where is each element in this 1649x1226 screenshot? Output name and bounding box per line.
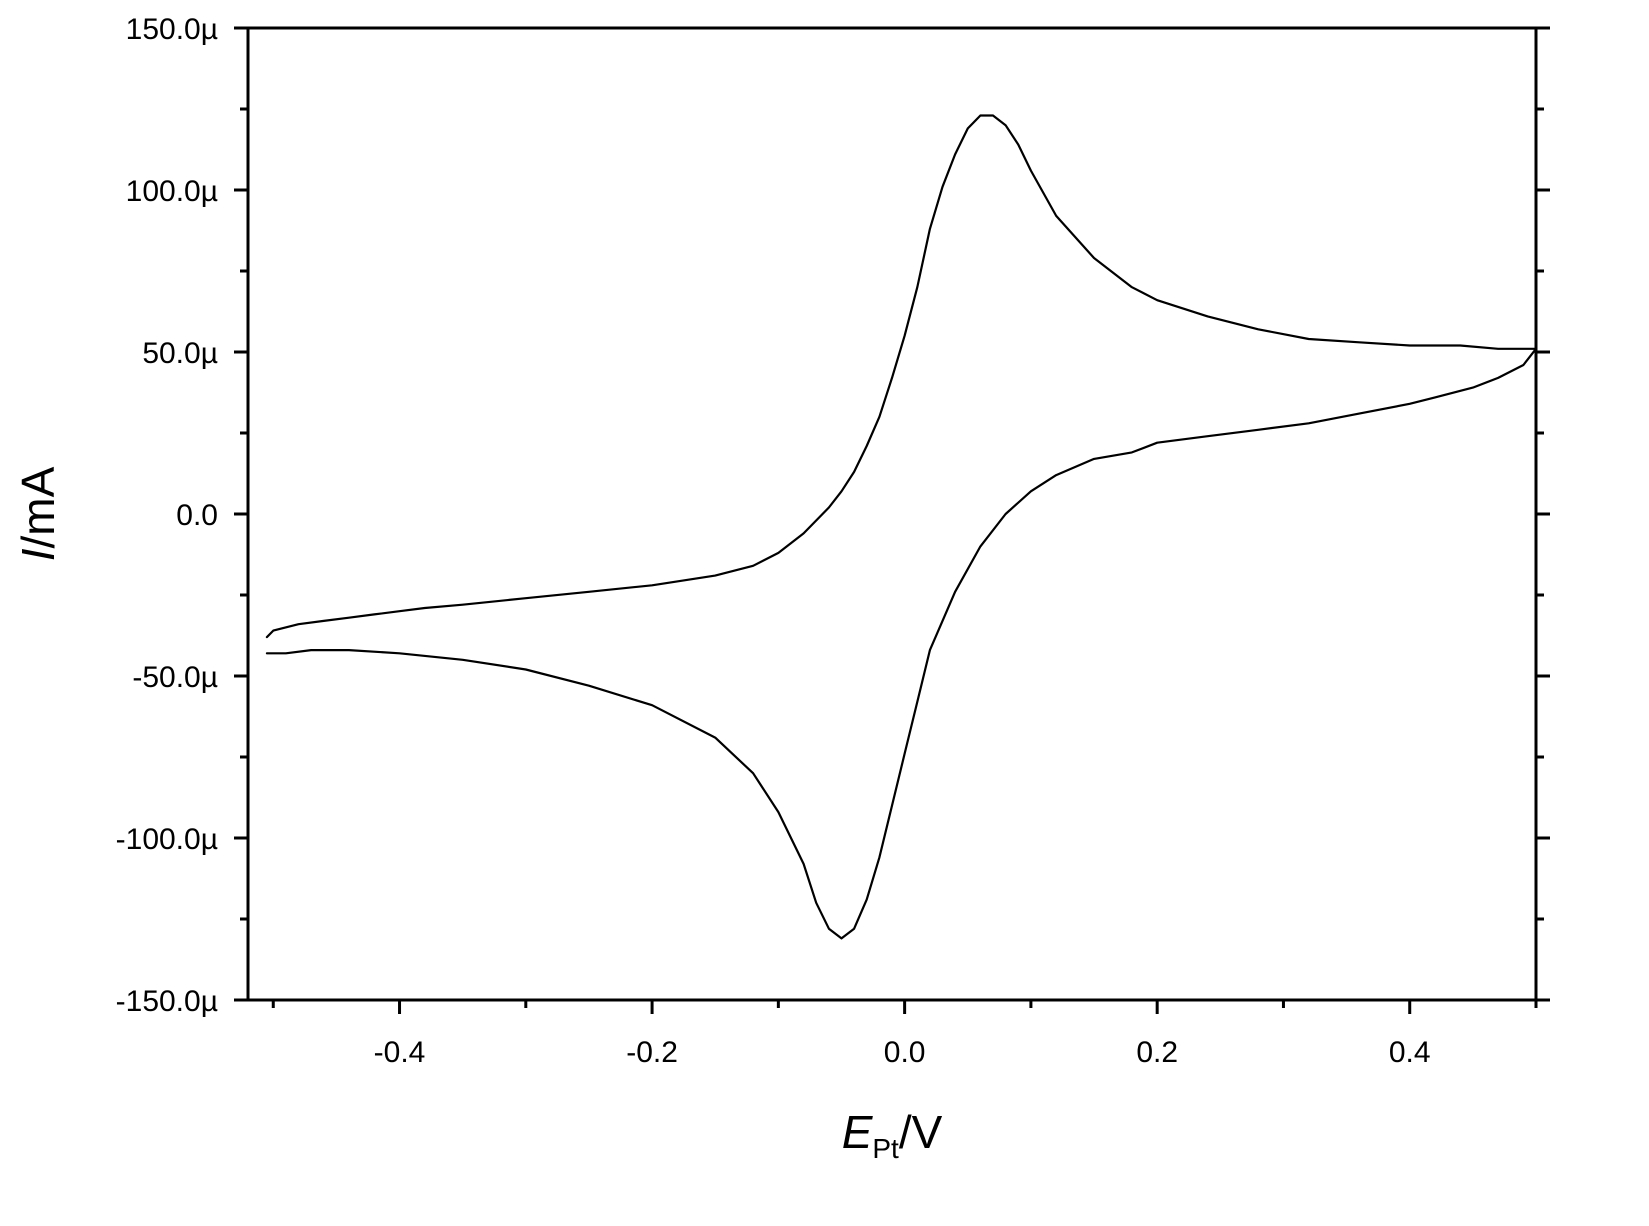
y-axis-title: I/mA bbox=[12, 466, 64, 561]
y-tick-label: 0.0 bbox=[176, 499, 218, 532]
x-tick-label: 0.2 bbox=[1136, 1036, 1178, 1069]
plot-frame bbox=[246, 26, 1538, 1002]
x-axis-subscript: Pt bbox=[872, 1133, 899, 1164]
y-tick-label: -50.0µ bbox=[132, 661, 218, 694]
y-tick-label: 100.0µ bbox=[126, 175, 218, 208]
series-line bbox=[265, 114, 1538, 940]
y-tick-label: -100.0µ bbox=[116, 823, 218, 856]
y-tick-label: -150.0µ bbox=[116, 985, 218, 1018]
x-tick-label: -0.4 bbox=[374, 1036, 426, 1069]
x-tick-label: 0.0 bbox=[884, 1036, 926, 1069]
x-axis-ticks bbox=[271, 1000, 1538, 1014]
x-axis-tick-labels: -0.4 -0.2 0.0 0.2 0.4 bbox=[374, 1036, 1431, 1069]
y-axis-ticks bbox=[234, 26, 1550, 1002]
y-axis-tick-labels: -150.0µ -100.0µ -50.0µ 0.0 50.0µ 100.0µ 150.0µ bbox=[116, 13, 218, 1018]
y-axis-symbol: I bbox=[12, 548, 64, 561]
x-axis-title: EPt/V bbox=[842, 1106, 943, 1164]
x-axis-symbol: E bbox=[842, 1106, 874, 1158]
y-tick-label: 150.0µ bbox=[126, 13, 218, 46]
y-tick-label: 50.0µ bbox=[142, 337, 218, 370]
y-axis-unit: /mA bbox=[12, 466, 64, 548]
series-layer bbox=[265, 114, 1538, 940]
x-tick-label: -0.2 bbox=[626, 1036, 678, 1069]
x-axis-unit: /V bbox=[899, 1106, 943, 1158]
x-tick-label: 0.4 bbox=[1389, 1036, 1431, 1069]
